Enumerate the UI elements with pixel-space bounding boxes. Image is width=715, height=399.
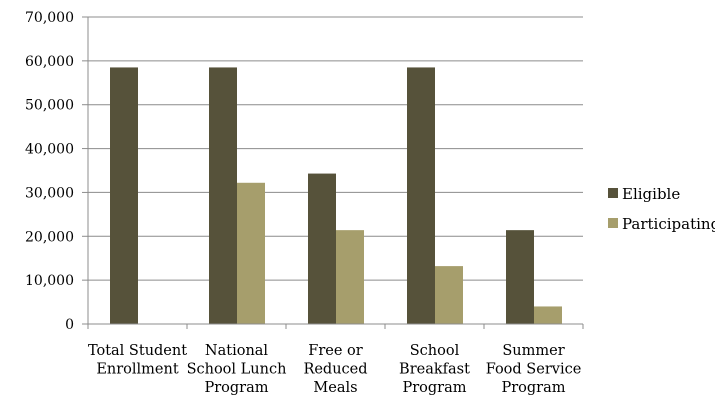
legend-label-participating: Participating — [622, 215, 715, 233]
x-category-label-line: Breakfast — [399, 362, 470, 378]
bar-participating — [237, 182, 265, 324]
legend-swatch-eligible — [608, 188, 618, 198]
x-category-label-line: National — [205, 343, 269, 359]
bar-participating — [336, 230, 364, 324]
x-category-label-line: Enrollment — [96, 362, 179, 378]
x-category-label: Free or Reduced Meals — [303, 343, 367, 396]
x-category-label-line: Meals — [313, 380, 357, 396]
y-tick-label: 10,000 — [25, 273, 74, 289]
legend-label-eligible: Eligible — [622, 185, 680, 203]
x-category-label-line: Free or — [308, 343, 362, 359]
y-tick-label: 0 — [65, 317, 74, 333]
y-tick-label: 60,000 — [25, 54, 74, 70]
bar-eligible — [209, 67, 237, 324]
axes — [87, 17, 584, 329]
legend-swatch-participating — [608, 218, 618, 228]
bar-participating — [534, 306, 562, 324]
x-category-label: National School Lunch Program — [187, 343, 287, 396]
x-category-label-line: Program — [204, 380, 268, 396]
x-category-label-line: School — [410, 343, 460, 359]
x-category-label-line: Summer — [502, 343, 564, 359]
bar-eligible — [407, 67, 435, 324]
bar-participating — [435, 266, 463, 324]
x-category-label-line: School Lunch — [187, 362, 287, 378]
x-category-label: School Breakfast Program — [399, 343, 470, 396]
legend: Eligible Participating — [608, 185, 715, 233]
bar-eligible — [110, 67, 138, 324]
x-category-label: Summer Food Service Program — [486, 343, 582, 396]
x-category-label-line: Program — [501, 380, 565, 396]
x-category-label-line: Program — [402, 380, 466, 396]
y-tick-label: 30,000 — [25, 185, 74, 201]
x-category-label-line: Food Service — [486, 362, 582, 378]
bar-eligible — [506, 230, 534, 324]
y-axis-tick-labels: 0 10,000 20,000 30,000 40,000 50,000 60,000 70,… — [25, 10, 74, 333]
x-category-label: Total Student Enrollment — [88, 343, 187, 378]
x-axis-category-labels: Total Student Enrollment National School Lu… — [88, 343, 581, 396]
bars — [110, 67, 562, 324]
y-tick-label: 70,000 — [25, 10, 74, 26]
y-tick-label: 50,000 — [25, 98, 74, 114]
x-category-label-line: Reduced — [303, 362, 367, 378]
y-tick-label: 40,000 — [25, 142, 74, 158]
y-tick-label: 20,000 — [25, 229, 74, 245]
bar-eligible — [308, 173, 336, 324]
x-category-label-line: Total Student — [88, 343, 187, 359]
